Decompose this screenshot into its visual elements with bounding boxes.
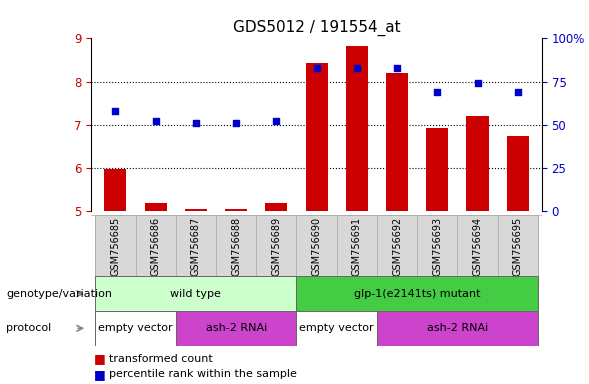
Text: protocol: protocol (6, 323, 51, 333)
Bar (306, 63, 327, 211)
Text: glp-1(e2141ts) mutant: glp-1(e2141ts) mutant (354, 289, 481, 299)
Bar (346, 46, 368, 211)
Text: empty vector: empty vector (98, 323, 173, 333)
Point (272, 118, 281, 124)
Text: GSM756688: GSM756688 (231, 217, 241, 276)
Text: GSM756692: GSM756692 (392, 217, 402, 276)
Bar (296, 276, 538, 311)
Text: GSM756693: GSM756693 (432, 217, 442, 276)
Text: GSM756695: GSM756695 (513, 217, 523, 276)
Text: GSM756691: GSM756691 (352, 217, 362, 276)
Bar (145, 204, 167, 211)
Bar (377, 311, 538, 346)
Bar (176, 311, 296, 346)
Text: genotype/variation: genotype/variation (6, 289, 112, 299)
Point (231, 120, 241, 126)
Text: ash-2 RNAi: ash-2 RNAi (427, 323, 488, 333)
Text: ■: ■ (94, 368, 106, 381)
Point (432, 89, 442, 95)
Bar (386, 73, 408, 211)
Point (473, 80, 482, 86)
Bar (265, 204, 287, 211)
Text: GSM756687: GSM756687 (191, 217, 201, 276)
Text: transformed count: transformed count (109, 354, 213, 364)
Text: GSM756689: GSM756689 (272, 217, 282, 276)
Point (392, 65, 402, 71)
Bar (95, 276, 296, 311)
Bar (337, 215, 377, 276)
Text: ash-2 RNAi: ash-2 RNAi (206, 323, 267, 333)
Bar (176, 215, 216, 276)
Bar (426, 128, 448, 211)
Bar (498, 215, 538, 276)
Bar (216, 215, 256, 276)
Text: GSM756694: GSM756694 (472, 217, 482, 276)
Bar (377, 215, 417, 276)
Point (352, 65, 362, 71)
Point (111, 108, 120, 114)
Point (312, 65, 322, 71)
Bar (95, 311, 176, 346)
Bar (104, 169, 127, 211)
Point (191, 120, 201, 126)
Bar (135, 215, 176, 276)
Text: GSM756686: GSM756686 (151, 217, 161, 276)
Text: GSM756685: GSM756685 (110, 217, 120, 276)
Bar (225, 210, 247, 211)
Bar (466, 116, 488, 211)
Bar (296, 215, 337, 276)
Point (513, 89, 522, 95)
Bar (185, 209, 207, 211)
Text: wild type: wild type (170, 289, 221, 299)
Text: empty vector: empty vector (299, 323, 374, 333)
Bar (417, 215, 458, 276)
Text: percentile rank within the sample: percentile rank within the sample (109, 369, 297, 379)
Bar (458, 215, 498, 276)
Text: ■: ■ (94, 353, 106, 366)
Bar (507, 136, 529, 211)
Bar (95, 215, 135, 276)
Text: GSM756690: GSM756690 (312, 217, 322, 276)
Point (151, 118, 160, 124)
Title: GDS5012 / 191554_at: GDS5012 / 191554_at (233, 20, 401, 36)
Bar (256, 215, 296, 276)
Bar (296, 311, 377, 346)
